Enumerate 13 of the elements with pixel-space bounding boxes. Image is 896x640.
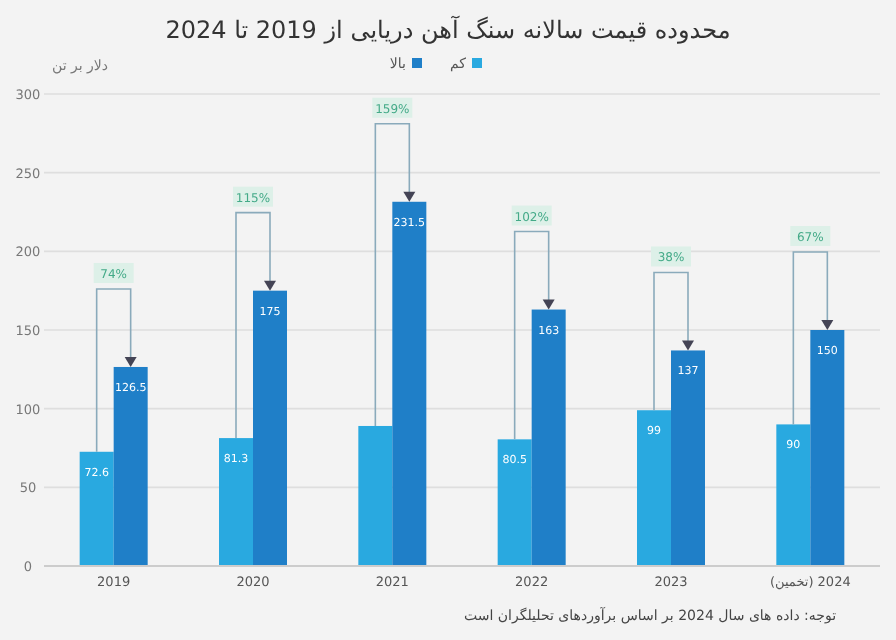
bar (531, 309, 566, 566)
bar (253, 290, 287, 566)
bar (392, 201, 427, 566)
bar (671, 350, 705, 566)
chart-title: محدوده قیمت سالانه سنگ آهن دریایی از 2019 تا 2024 (165, 14, 731, 44)
bar (358, 425, 393, 566)
bar (810, 330, 845, 566)
bar (637, 410, 671, 566)
bar (776, 424, 811, 566)
bar (79, 451, 114, 566)
bar (219, 438, 253, 566)
bar (113, 366, 148, 566)
bar (497, 439, 532, 566)
